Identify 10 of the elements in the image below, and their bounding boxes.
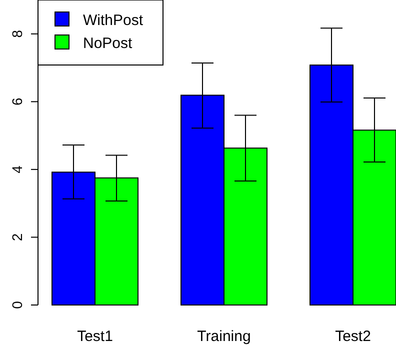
y-tick-label: 2 — [9, 233, 25, 242]
x-tick-label: Test1 — [77, 328, 113, 345]
y-tick-label: 0 — [9, 300, 25, 309]
y-tick-label: 4 — [9, 165, 25, 174]
legend-label: WithPost — [83, 12, 144, 29]
legend-label: NoPost — [83, 35, 134, 52]
x-tick-label: Test2 — [335, 328, 371, 345]
y-tick-label: 6 — [9, 98, 25, 106]
x-tick-label: Training — [197, 328, 251, 345]
y-tick-label: 8 — [9, 30, 25, 38]
